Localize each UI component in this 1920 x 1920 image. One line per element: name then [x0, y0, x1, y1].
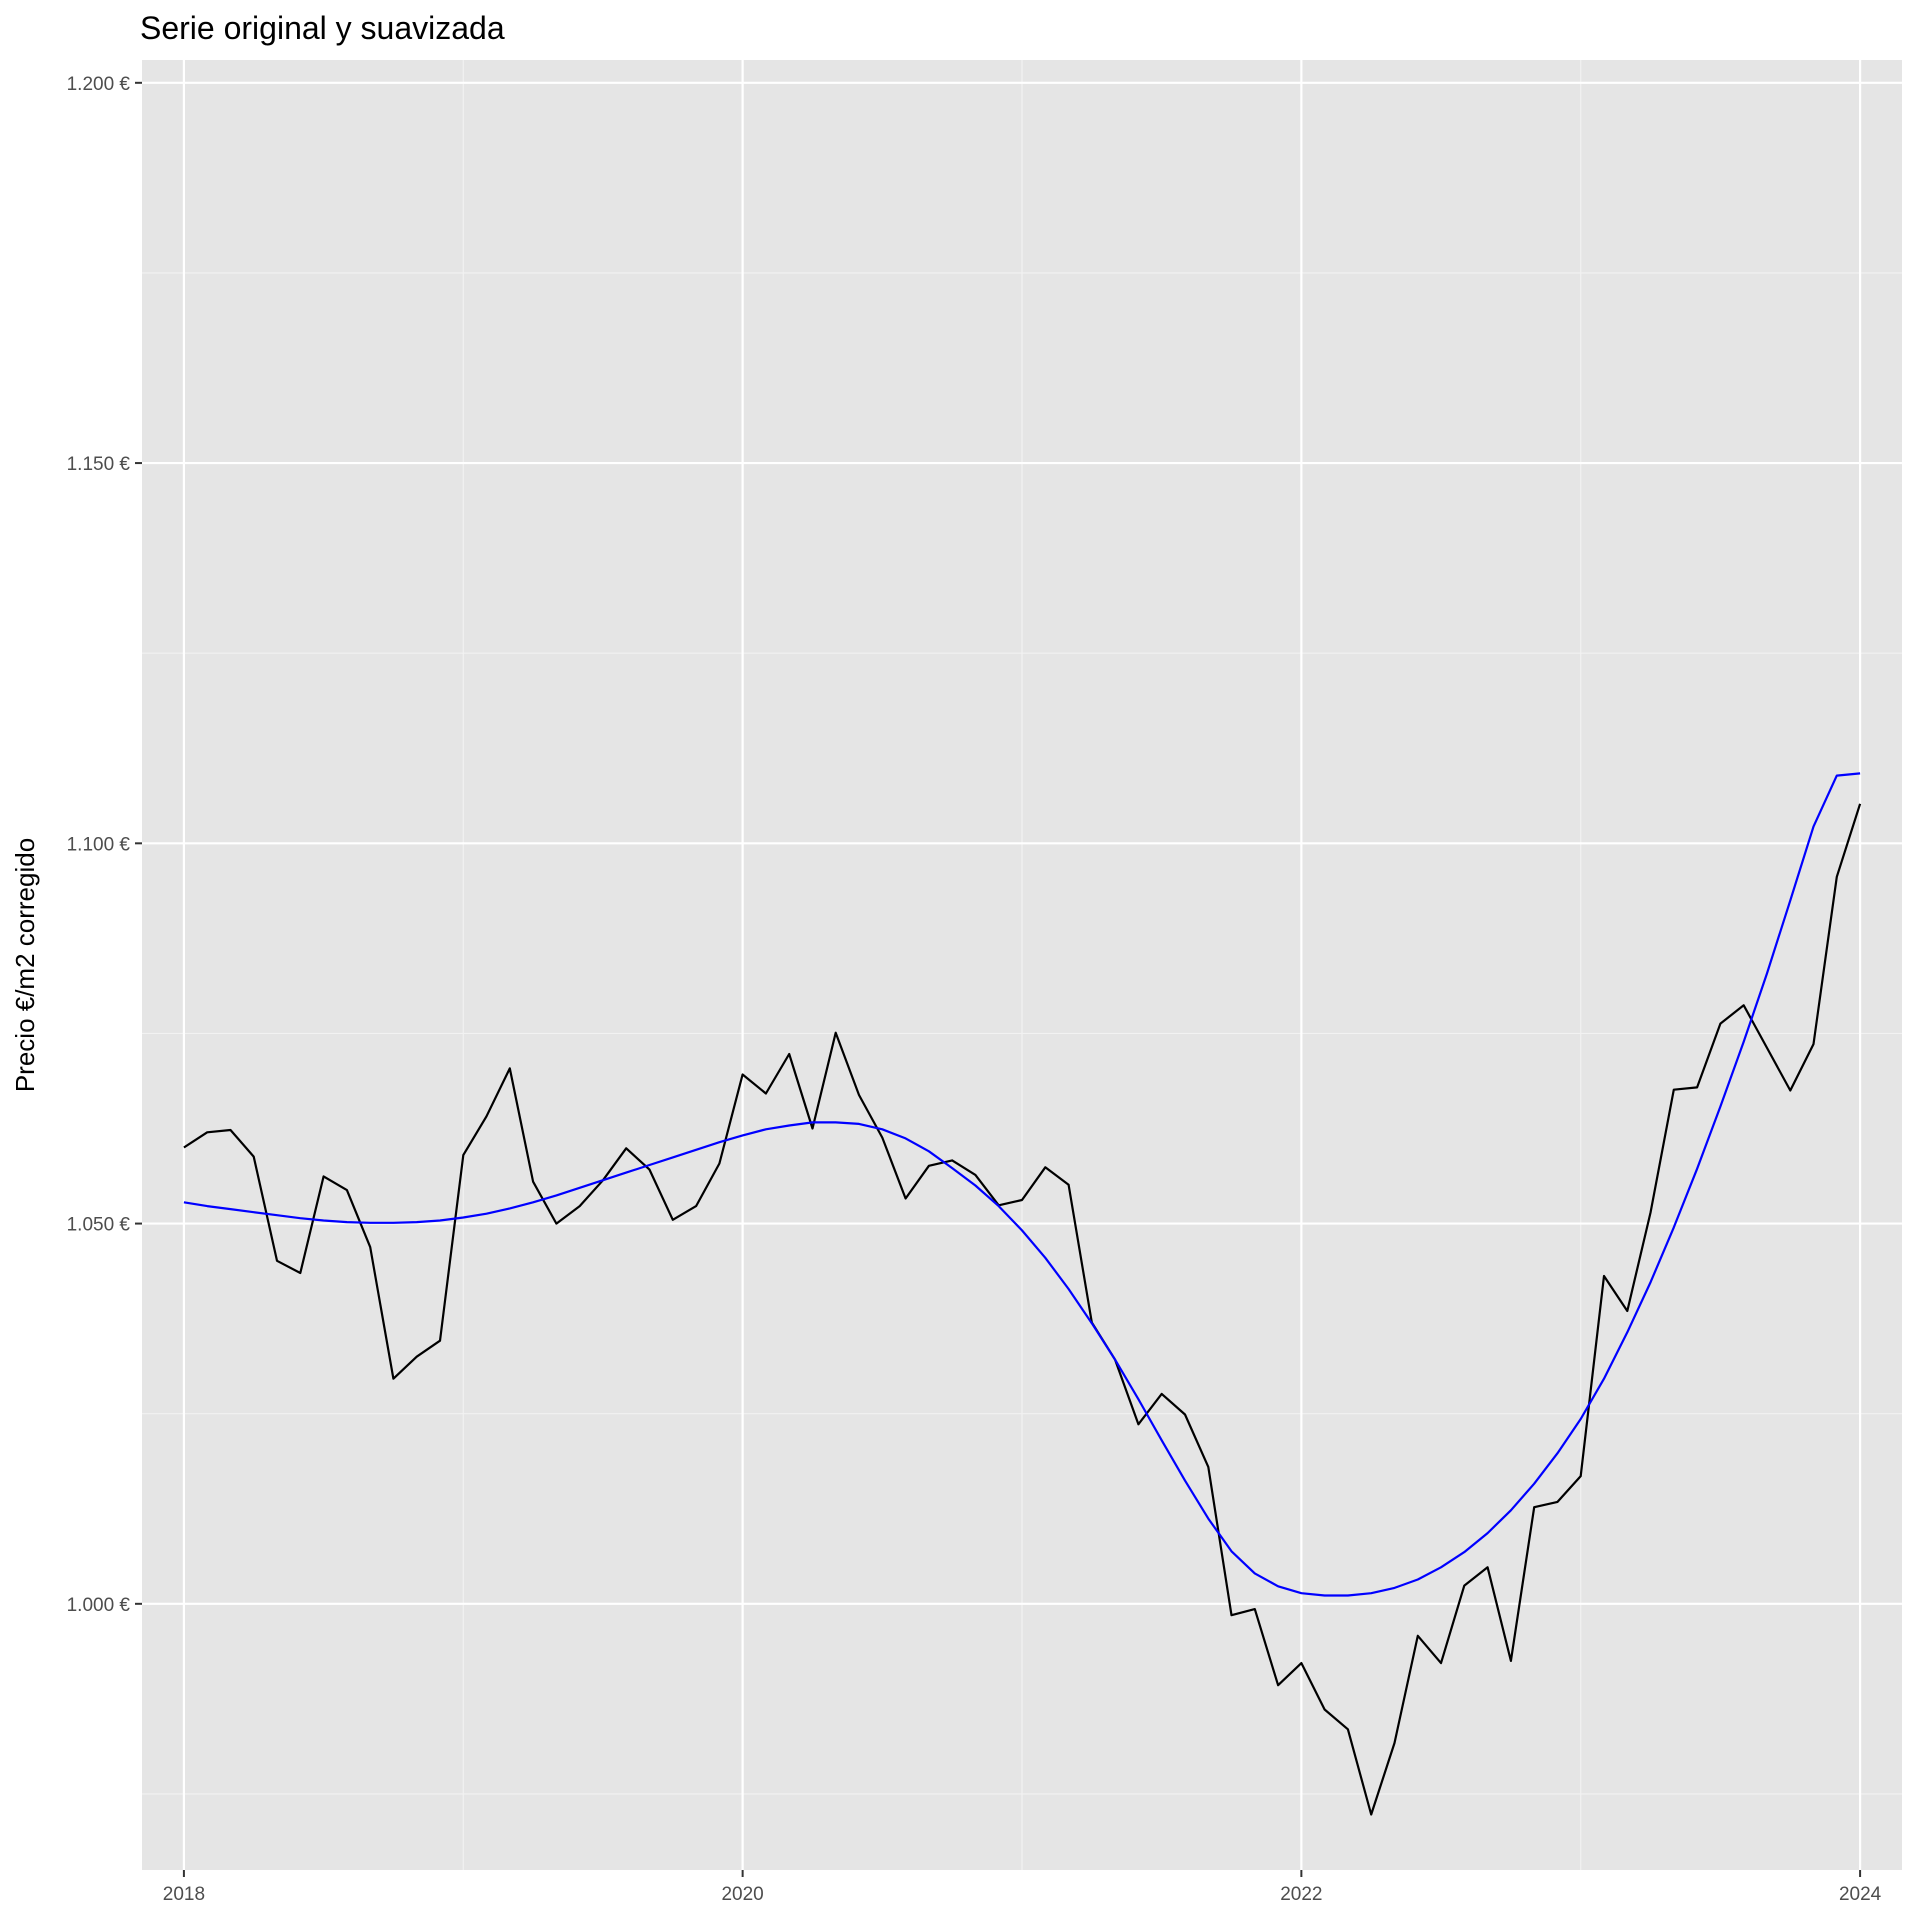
minor-gridlines [142, 60, 1902, 1870]
chart-title: Serie original y suavizada [140, 10, 505, 46]
series-lines [183, 772, 1862, 1816]
x-axis: 2018 2020 2022 2024 [163, 1870, 1882, 1905]
x-tick-label: 2024 [1839, 1884, 1882, 1905]
y-tick-label: 1.200 € [67, 74, 131, 95]
x-tick-label: 2018 [163, 1884, 205, 1905]
y-axis-label: Precio €/m2 corregido [10, 838, 40, 1092]
major-gridlines [142, 60, 1902, 1870]
y-tick-label: 1.000 € [67, 1595, 131, 1616]
y-tick-label: 1.050 € [67, 1215, 131, 1236]
y-tick-label: 1.100 € [67, 834, 131, 855]
series-line-original [183, 803, 1862, 1816]
y-tick-label: 1.150 € [67, 454, 131, 475]
y-axis: 1.000 € 1.050 € 1.100 € 1.150 € 1.200 € [67, 74, 142, 1616]
series-line-smoothed [183, 772, 1861, 1597]
x-tick-label: 2022 [1280, 1884, 1322, 1905]
x-tick-label: 2020 [721, 1884, 763, 1905]
